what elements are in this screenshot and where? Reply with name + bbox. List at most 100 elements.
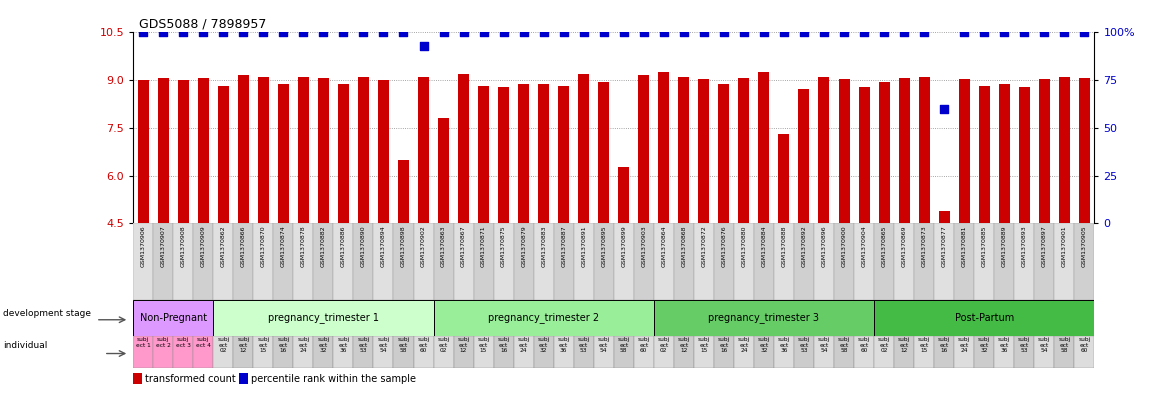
Bar — [778, 134, 790, 223]
Text: subj
ect
32: subj ect 32 — [317, 337, 330, 353]
Bar — [554, 336, 573, 368]
Point — [835, 29, 853, 35]
Bar — [1054, 223, 1075, 300]
Bar — [478, 86, 489, 223]
Bar — [153, 223, 174, 300]
Bar — [213, 223, 233, 300]
Text: GSM1370889: GSM1370889 — [1002, 226, 1006, 267]
Text: GSM1370901: GSM1370901 — [1062, 226, 1067, 267]
Text: subj
ect
16: subj ect 16 — [938, 337, 951, 353]
Bar — [454, 336, 474, 368]
Text: subj
ect
58: subj ect 58 — [617, 337, 630, 353]
Text: subj
ect
16: subj ect 16 — [718, 337, 730, 353]
Text: subj
ect
12: subj ect 12 — [897, 337, 910, 353]
Bar — [133, 336, 153, 368]
Text: GSM1370883: GSM1370883 — [541, 226, 547, 267]
Point — [1014, 29, 1033, 35]
Bar — [694, 223, 713, 300]
Text: GSM1370866: GSM1370866 — [241, 226, 245, 267]
Point — [1055, 29, 1073, 35]
Bar — [498, 87, 510, 223]
Text: subj
ect
32: subj ect 32 — [537, 337, 550, 353]
Text: subj
ect
53: subj ect 53 — [798, 337, 811, 353]
Bar — [133, 300, 213, 336]
Text: GSM1370878: GSM1370878 — [301, 226, 306, 267]
Point — [354, 29, 373, 35]
Point — [475, 29, 493, 35]
Text: GSM1370893: GSM1370893 — [1021, 226, 1027, 267]
Text: subj
ect
02: subj ect 02 — [878, 337, 891, 353]
Bar — [373, 223, 394, 300]
Bar — [954, 336, 974, 368]
Bar — [1034, 223, 1054, 300]
Bar — [157, 78, 169, 223]
Bar — [1058, 77, 1070, 223]
Point — [935, 105, 953, 112]
Bar — [133, 373, 141, 384]
Bar — [493, 336, 514, 368]
Point — [454, 29, 472, 35]
Text: GSM1370887: GSM1370887 — [562, 226, 566, 267]
Point — [794, 29, 813, 35]
Bar — [318, 78, 329, 223]
Point — [695, 29, 713, 35]
Text: transformed count: transformed count — [145, 374, 236, 384]
Text: GSM1370864: GSM1370864 — [661, 226, 666, 267]
Bar — [418, 77, 428, 223]
Text: GSM1370888: GSM1370888 — [782, 226, 786, 267]
Text: percentile rank within the sample: percentile rank within the sample — [251, 374, 416, 384]
Bar — [273, 336, 293, 368]
Point — [594, 29, 613, 35]
Bar — [558, 86, 570, 223]
Text: GSM1370891: GSM1370891 — [581, 226, 586, 267]
Point — [534, 29, 552, 35]
Text: GSM1370862: GSM1370862 — [221, 226, 226, 267]
Text: GSM1370899: GSM1370899 — [621, 226, 626, 267]
Text: subj
ect
60: subj ect 60 — [417, 337, 430, 353]
Bar — [899, 78, 909, 223]
Text: subj
ect
60: subj ect 60 — [858, 337, 870, 353]
Point — [415, 42, 433, 49]
Bar — [713, 223, 734, 300]
Text: subj
ect 3: subj ect 3 — [176, 337, 191, 347]
Bar — [713, 336, 734, 368]
Bar — [774, 223, 794, 300]
Bar — [654, 223, 674, 300]
Bar — [198, 78, 208, 223]
Text: GSM1370900: GSM1370900 — [842, 226, 846, 267]
Text: GSM1370869: GSM1370869 — [902, 226, 907, 267]
Text: subj
ect
02: subj ect 02 — [218, 337, 229, 353]
Bar — [573, 336, 594, 368]
Text: GSM1370906: GSM1370906 — [140, 226, 146, 267]
Bar — [874, 336, 894, 368]
Point — [1075, 29, 1093, 35]
Bar — [654, 300, 874, 336]
Text: development stage: development stage — [2, 309, 90, 318]
Bar — [979, 86, 990, 223]
Bar — [573, 223, 594, 300]
Text: subj
ect
60: subj ect 60 — [1078, 337, 1091, 353]
Text: Post-Partum: Post-Partum — [954, 313, 1013, 323]
Bar — [433, 336, 454, 368]
Text: subj
ect
16: subj ect 16 — [277, 337, 290, 353]
Text: GSM1370909: GSM1370909 — [200, 226, 206, 267]
Point — [874, 29, 893, 35]
Point — [975, 29, 994, 35]
Text: GSM1370865: GSM1370865 — [881, 226, 887, 267]
Bar — [353, 336, 373, 368]
Text: GSM1370905: GSM1370905 — [1082, 226, 1087, 267]
Point — [675, 29, 694, 35]
Bar — [493, 223, 514, 300]
Bar — [974, 336, 995, 368]
Bar — [1014, 223, 1034, 300]
Bar — [794, 336, 814, 368]
Bar — [213, 336, 233, 368]
Point — [294, 29, 313, 35]
Bar — [293, 336, 314, 368]
Text: individual: individual — [2, 341, 47, 350]
Bar — [674, 336, 694, 368]
Text: GSM1370870: GSM1370870 — [261, 226, 266, 267]
Bar — [413, 336, 433, 368]
Point — [955, 29, 974, 35]
Bar — [799, 89, 809, 223]
